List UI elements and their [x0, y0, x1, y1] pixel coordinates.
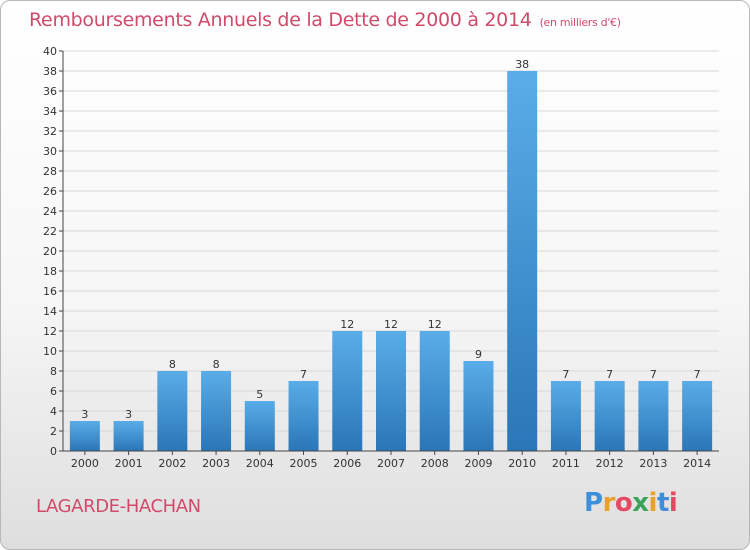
chart-unit: (en milliers d'€)	[539, 16, 621, 29]
bar-2003	[201, 371, 232, 451]
data-label-2012: 7	[606, 368, 613, 381]
bar-2001	[113, 421, 144, 451]
data-label-2000: 3	[81, 408, 88, 421]
x-tick-label-2014: 2014	[683, 457, 711, 470]
bar-2010	[507, 71, 538, 451]
x-tick-label-2002: 2002	[158, 457, 186, 470]
x-tick-label-2006: 2006	[333, 457, 361, 470]
y-tick-label: 40	[43, 45, 57, 58]
bar-2014	[682, 381, 713, 451]
y-tick-label: 0	[50, 445, 57, 458]
bar-2009	[463, 361, 494, 451]
bar-2004	[244, 401, 275, 451]
y-tick-label: 36	[43, 85, 57, 98]
data-label-2009: 9	[475, 348, 482, 361]
x-tick-label-2007: 2007	[377, 457, 405, 470]
data-label-2006: 12	[340, 318, 354, 331]
logo-letter: x	[632, 488, 649, 518]
bar-2012	[594, 381, 625, 451]
data-label-2014: 7	[694, 368, 701, 381]
bar-2008	[419, 331, 450, 451]
bar-2013	[638, 381, 669, 451]
y-tick-label: 12	[43, 325, 57, 338]
x-tick-label-2011: 2011	[552, 457, 580, 470]
commune-name: LAGARDE-HACHAN	[36, 496, 201, 517]
data-label-2008: 12	[428, 318, 442, 331]
y-tick-label: 6	[50, 385, 57, 398]
x-tick-label-2010: 2010	[508, 457, 536, 470]
y-tick-label: 26	[43, 185, 57, 198]
data-label-2007: 12	[384, 318, 398, 331]
proxiti-logo: Proxiti	[584, 488, 678, 518]
y-tick-label: 10	[43, 345, 57, 358]
data-label-2010: 38	[515, 58, 529, 71]
y-tick-label: 2	[50, 425, 57, 438]
y-tick-label: 38	[43, 65, 57, 78]
data-label-2002: 8	[169, 358, 176, 371]
logo-letter: i	[648, 488, 658, 518]
x-tick-label-2008: 2008	[421, 457, 449, 470]
y-tick-label: 20	[43, 245, 57, 258]
data-label-2004: 5	[256, 388, 263, 401]
y-tick-label: 4	[50, 405, 57, 418]
x-tick-label-2012: 2012	[596, 457, 624, 470]
bar-2006	[332, 331, 363, 451]
y-tick-label: 16	[43, 285, 57, 298]
x-tick-label-2000: 2000	[71, 457, 99, 470]
logo-letter: o	[614, 488, 633, 518]
y-tick-label: 22	[43, 225, 57, 238]
axes	[59, 50, 719, 455]
logo-letter: r	[602, 488, 616, 518]
x-tick-label-2005: 2005	[290, 457, 318, 470]
data-label-2003: 8	[213, 358, 220, 371]
x-tick-label-2004: 2004	[246, 457, 274, 470]
bars	[69, 71, 713, 451]
bar-2005	[288, 381, 319, 451]
labels: 0246810121416182022242628303234363840320…	[43, 45, 711, 470]
chart-title-text: Remboursements Annuels de la Dette de 20…	[29, 9, 532, 31]
logo-letter: t	[656, 488, 669, 518]
data-label-2013: 7	[650, 368, 657, 381]
bar-2011	[550, 381, 581, 451]
logo-letter: P	[584, 488, 603, 518]
x-tick-label-2013: 2013	[639, 457, 667, 470]
x-tick-label-2003: 2003	[202, 457, 230, 470]
x-tick-label-2001: 2001	[115, 457, 143, 470]
data-label-2005: 7	[300, 368, 307, 381]
x-tick-label-2009: 2009	[464, 457, 492, 470]
y-tick-label: 34	[43, 105, 57, 118]
y-tick-label: 32	[43, 125, 57, 138]
bar-2002	[157, 371, 188, 451]
chart-title: Remboursements Annuels de la Dette de 20…	[29, 9, 621, 31]
y-tick-label: 8	[50, 365, 57, 378]
y-tick-label: 14	[43, 305, 57, 318]
y-tick-label: 18	[43, 265, 57, 278]
data-label-2011: 7	[562, 368, 569, 381]
data-label-2001: 3	[125, 408, 132, 421]
bar-2000	[69, 421, 100, 451]
y-tick-label: 24	[43, 205, 57, 218]
y-tick-label: 30	[43, 145, 57, 158]
y-tick-label: 28	[43, 165, 57, 178]
bar-2007	[376, 331, 406, 451]
logo-letter: i	[668, 488, 678, 518]
